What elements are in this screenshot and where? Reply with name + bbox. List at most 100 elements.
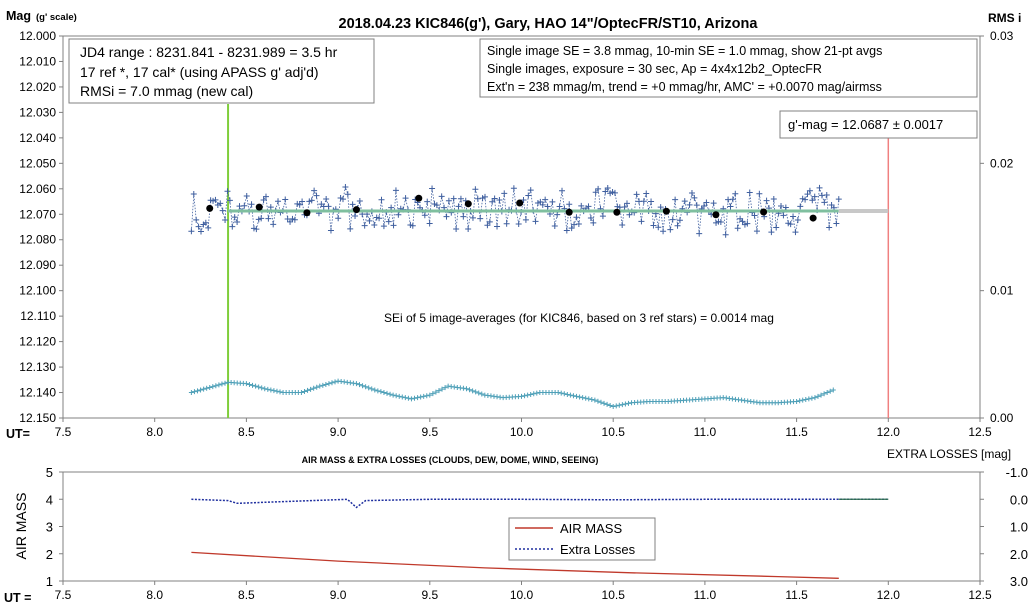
rms-point	[256, 384, 262, 390]
observation-point	[299, 198, 306, 205]
observation-point	[520, 196, 527, 203]
observation-point	[566, 201, 573, 208]
annotation-right-line-1: Single image SE = 3.8 mmag, 10-min SE = …	[487, 44, 882, 58]
observation-point	[469, 214, 476, 221]
observation-point	[234, 218, 241, 225]
gmag-box: g'-mag = 12.0687 ± 0.0017	[779, 110, 978, 139]
observation-point	[638, 218, 645, 225]
observation-point	[327, 227, 334, 234]
observation-point	[472, 186, 479, 193]
average-point	[206, 204, 214, 212]
observation-point	[763, 197, 770, 204]
observation-point	[826, 224, 833, 231]
observation-point	[474, 195, 481, 202]
observation-point	[226, 197, 233, 204]
x-tick-label: 12.5	[968, 425, 992, 439]
observation-point	[701, 203, 708, 210]
observation-point	[549, 198, 556, 205]
observation-point	[681, 198, 688, 205]
rms-point	[827, 388, 833, 394]
observation-point	[325, 203, 332, 210]
y2-tick-label: 0.01	[990, 284, 1014, 298]
observation-point	[267, 204, 274, 211]
observation-point	[361, 222, 368, 229]
x-tick-label: 10.5	[602, 588, 626, 602]
x-tick-label: 11.0	[694, 425, 717, 439]
observation-point	[537, 198, 544, 205]
average-point	[255, 203, 263, 211]
bottom-x-label: UT =	[4, 591, 31, 605]
rms-point	[794, 398, 800, 404]
rms-point	[580, 395, 586, 401]
rms-point	[408, 396, 414, 402]
x-tick-label: 12.5	[968, 588, 992, 602]
observation-point	[212, 196, 219, 203]
observation-point	[395, 211, 402, 218]
observation-trace	[191, 185, 840, 235]
rms-point	[442, 385, 448, 391]
bottom-axis-ticks: 7.5 8.0 8.5 9.0 9.5 10.0 10.5 11.0 11.5 12.0 12.55…	[46, 465, 1028, 602]
rms-point	[259, 385, 265, 391]
y-tick-label: 12.000	[19, 29, 56, 43]
observation-point	[340, 196, 347, 203]
airmass-line	[191, 551, 839, 579]
rms-point	[360, 383, 366, 389]
observation-point	[744, 220, 751, 227]
observation-point	[503, 220, 510, 227]
rms-point	[815, 393, 821, 399]
annotation-right-line-2: Single images, exposure = 30 sec, Ap = 4…	[487, 62, 822, 76]
observation-point	[595, 185, 602, 192]
rms-point	[619, 402, 625, 408]
rms-point	[412, 395, 418, 401]
observation-point	[751, 212, 758, 219]
observation-point	[248, 201, 255, 208]
y-tick-label: 12.080	[19, 233, 56, 247]
x-tick-label: 10.0	[510, 588, 534, 602]
rms-point	[616, 402, 622, 408]
observation-point	[604, 185, 611, 192]
rms-point	[201, 386, 207, 392]
observation-point	[571, 221, 578, 228]
observation-point	[669, 216, 676, 223]
rms-point	[525, 392, 531, 398]
observation-point	[835, 196, 842, 203]
y-tick-label: 3	[46, 520, 53, 535]
rms-point	[265, 386, 271, 392]
observation-point	[392, 187, 399, 194]
y-tick-label: 12.060	[19, 182, 56, 196]
rms-point	[390, 392, 396, 398]
y-tick-label: 12.040	[19, 131, 56, 145]
observation-point	[688, 190, 695, 197]
rms-point	[366, 385, 372, 391]
observation-point	[342, 183, 349, 190]
observation-point	[797, 203, 804, 210]
rms-point	[317, 383, 323, 389]
rms-point	[262, 386, 268, 392]
observation-point	[424, 198, 431, 205]
observation-point	[806, 187, 813, 194]
y-tick-label: 12.150	[19, 411, 56, 425]
observation-point	[602, 188, 609, 195]
rms-point	[216, 382, 222, 388]
x-tick-label: 11.0	[694, 588, 717, 602]
x-tick-label: 8.5	[238, 588, 255, 602]
rms-point	[393, 393, 399, 399]
observation-point	[443, 213, 450, 220]
observation-point	[532, 218, 539, 225]
annotation-left-line-1: JD4 range : 8231.841 - 8231.989 = 3.5 hr	[80, 44, 338, 60]
observation-point	[510, 185, 517, 192]
observation-point	[265, 215, 272, 222]
average-point	[464, 200, 472, 208]
y-tick-label: 12.140	[19, 386, 56, 400]
observation-point	[773, 224, 780, 231]
y-tick-label: 12.130	[19, 360, 56, 374]
average-point	[415, 194, 423, 202]
annotation-left-line-3: RMSi = 7.0 mmag (new cal)	[80, 83, 253, 99]
observation-point	[780, 212, 787, 219]
observation-point	[352, 213, 359, 220]
rms-point	[298, 390, 304, 396]
observation-point	[525, 192, 532, 199]
rms-point	[607, 402, 613, 408]
x-tick-label: 10.0	[510, 425, 534, 439]
